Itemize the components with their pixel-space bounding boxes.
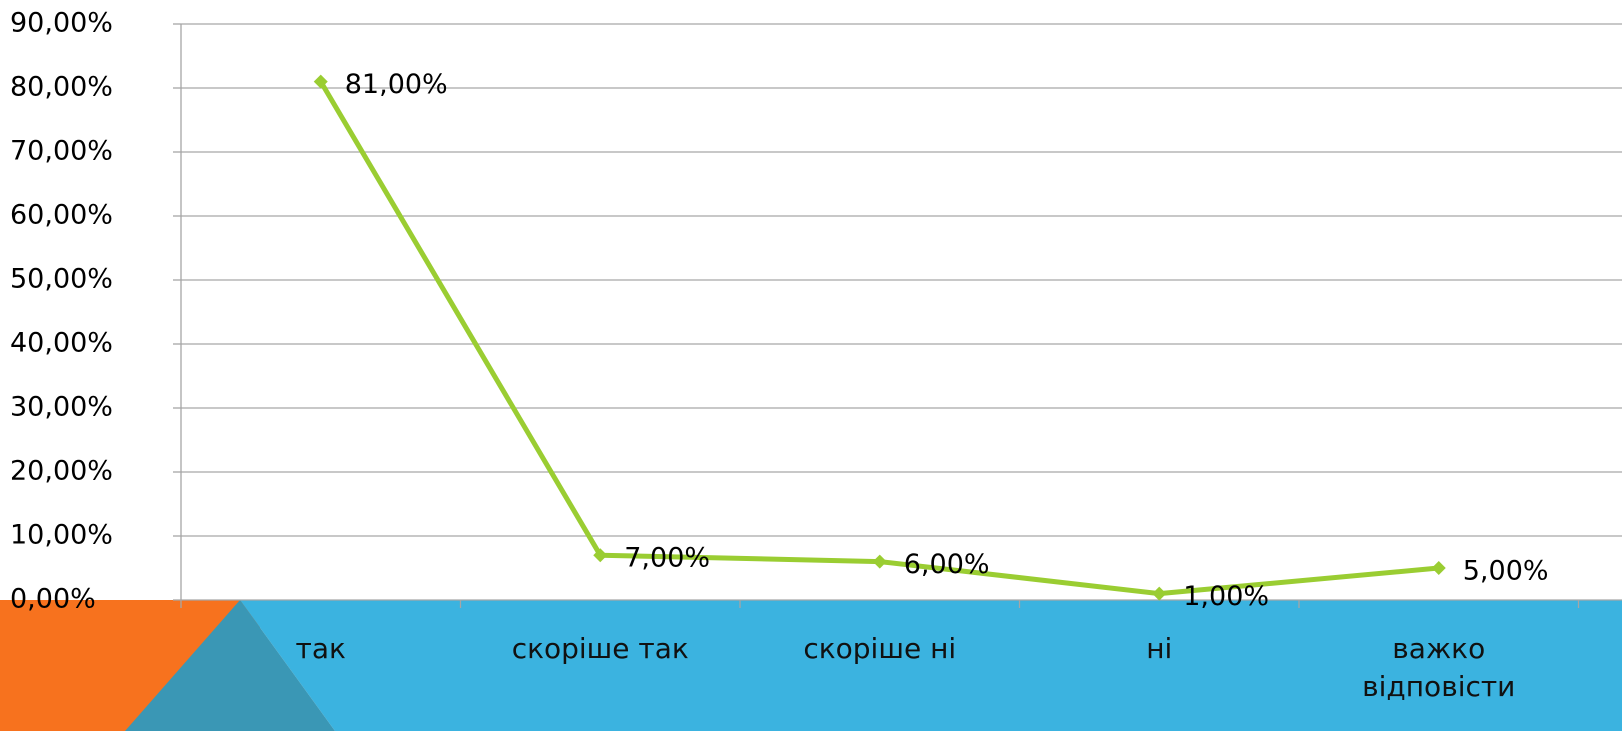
data-label: 1,00% [1183, 581, 1269, 612]
data-label: 6,00% [904, 549, 990, 580]
data-label: 7,00% [624, 543, 710, 574]
x-tick-label: важко відповісти [1362, 632, 1516, 703]
line [318, 80, 1439, 597]
x-tick-label: ні [1146, 632, 1173, 665]
marker [1152, 586, 1167, 601]
data-label: 5,00% [1463, 556, 1549, 587]
y-tick-label: 20,00% [10, 456, 113, 487]
y-tick-label: 40,00% [10, 328, 113, 359]
decor-blue [240, 600, 1622, 731]
marker [313, 74, 328, 89]
y-tick-label: 10,00% [10, 520, 113, 551]
y-tick-label: 60,00% [10, 200, 113, 231]
y-tick-label: 90,00% [10, 8, 113, 39]
marker [872, 554, 887, 569]
decor-teal [125, 600, 335, 731]
y-tick-label: 30,00% [10, 392, 113, 423]
y-tick-label: 70,00% [10, 136, 113, 167]
marker [593, 548, 608, 563]
x-tick-label: скоріше так [511, 632, 689, 665]
y-tick-label: 80,00% [10, 72, 113, 103]
x-tick-label: так [295, 632, 346, 665]
y-tick-label: 0,00% [10, 584, 96, 615]
marker [1431, 561, 1446, 575]
data-label: 81,00% [345, 69, 448, 100]
y-tick-label: 50,00% [10, 264, 113, 295]
x-tick-label: скоріше ні [803, 632, 957, 665]
